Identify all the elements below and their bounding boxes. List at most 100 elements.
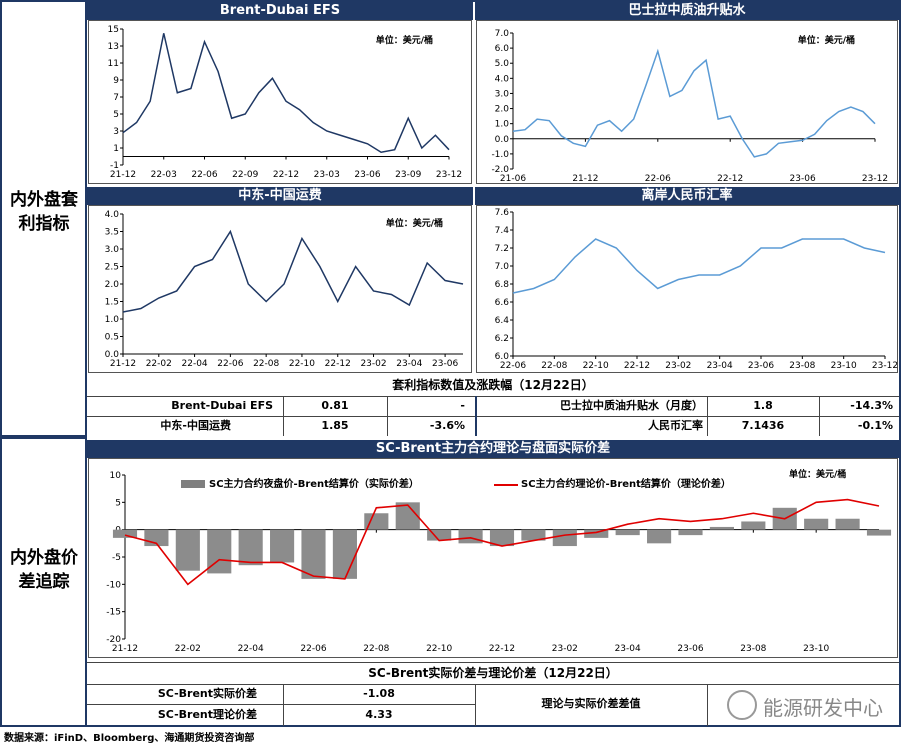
x-tick-label: 23-08 — [789, 361, 815, 371]
footer-source: 数据来源：iFinD、Bloomberg、海通期货投资咨询部 — [4, 733, 255, 744]
y-tick-label: 15 — [108, 25, 119, 35]
legend-line-label: SC主力合约理论价-Brent结算价（理论价差） — [521, 479, 731, 490]
y-tick-label: 6.8 — [495, 280, 510, 290]
bar — [521, 529, 546, 541]
y-tick-label: 7.6 — [495, 208, 510, 218]
bar — [458, 529, 483, 544]
bar — [552, 529, 577, 547]
y-tick-label: 6.6 — [495, 298, 510, 308]
y-tick-label: 2.5 — [105, 263, 119, 273]
chart1-panel: -1 1 3 5 7 9 11 13 15 21-12 22-03 22-06 22-09 22-12 23… — [88, 20, 472, 184]
chart5-svg: -20-15-10-5051021-1222-0222-0422-0622-08… — [106, 471, 892, 654]
bar — [112, 529, 138, 538]
t1-r2-c6: -0.1% — [857, 419, 893, 432]
t2-right-label: 理论与实际价差差值 — [541, 697, 641, 710]
y-tick-label: 7.4 — [495, 226, 510, 236]
t2-r2-value: 4.33 — [365, 708, 393, 721]
y-tick-label: -10 — [106, 580, 121, 590]
chart5-unit: 单位：美元/桶 — [789, 470, 847, 480]
y-tick-label: 13 — [108, 42, 119, 52]
bar — [647, 529, 672, 544]
table2: SC-Brent实际价差与理论价差（12月22日） SC-Brent实际价差 -… — [87, 662, 899, 726]
y-tick-label: 11 — [108, 59, 119, 69]
x-tick-label: 22-04 — [182, 359, 208, 369]
bar — [395, 502, 420, 530]
y-tick-label: 1.0 — [495, 120, 510, 130]
bar — [270, 529, 295, 563]
t1-r2-c3: -3.6% — [429, 419, 465, 432]
y-tick-label: 0.5 — [105, 333, 119, 343]
x-tick-label: 22-06 — [217, 359, 243, 369]
y-tick-label: 2.0 — [495, 105, 510, 115]
y-tick-label: -20 — [106, 635, 121, 645]
x-tick-label: 22-10 — [426, 644, 452, 654]
x-tick-label: 22-10 — [289, 359, 315, 369]
y-tick-label: 7.2 — [495, 244, 509, 254]
x-tick-label: 22-09 — [232, 170, 258, 180]
x-tick-label: 22-06 — [300, 644, 326, 654]
t1-r2-c4: 人民币汇率 — [648, 419, 703, 432]
x-tick-label: 22-06 — [191, 170, 217, 180]
x-tick-label: 23-02 — [360, 359, 386, 369]
x-tick-label: 22-12 — [273, 170, 299, 180]
y-tick-label: 6.0 — [495, 352, 510, 362]
bar — [866, 529, 892, 536]
content-frame — [85, 0, 901, 727]
x-tick-label: 23-02 — [665, 361, 691, 371]
chart1-title: Brent-Dubai EFS — [87, 2, 473, 20]
y-tick-label: -15 — [106, 608, 121, 618]
bar — [709, 526, 734, 530]
table2-title: SC-Brent实际价差与理论价差（12月22日） — [368, 666, 618, 680]
x-tick-label: 22-12 — [624, 361, 650, 371]
x-tick-label: 23-10 — [831, 361, 857, 371]
bar — [489, 529, 515, 547]
bar — [584, 529, 609, 538]
x-tick-label: 22-06 — [645, 174, 671, 184]
x-tick-label: 22-08 — [541, 361, 567, 371]
x-tick-label: 23-10 — [803, 644, 829, 654]
x-tick-label: 21-12 — [110, 359, 136, 369]
t1-r1-c3: - — [460, 399, 465, 412]
chart4-panel: 6.0 6.2 6.4 6.6 6.8 7.0 7.2 7.4 7.6 22-06 22-08 22-… — [476, 205, 898, 373]
y-tick-label: -2.0 — [491, 165, 509, 175]
t1-r1-c5: 1.8 — [753, 399, 773, 412]
x-tick-label: 22-08 — [363, 644, 389, 654]
y-tick-label: 2.0 — [105, 280, 120, 290]
series-line — [512, 48, 876, 158]
x-tick-label: 23-06 — [748, 361, 774, 371]
y-tick-label: 6.0 — [495, 44, 510, 54]
x-tick-label: 23-06 — [677, 644, 703, 654]
x-tick-label: 23-04 — [396, 359, 422, 369]
arb-section-label: 内外盘套利指标 — [10, 190, 78, 234]
x-tick-label: 23-04 — [707, 361, 733, 371]
y-tick-label: 7.0 — [495, 262, 510, 272]
x-tick-label: 23-03 — [314, 170, 340, 180]
chart2-svg: -2.0 -1.0 0.0 1.0 2.0 3.0 4.0 5.0 6.0 7.0 21-06 21-… — [491, 29, 888, 184]
x-tick-label: 22-08 — [253, 359, 279, 369]
chart5-panel: -20-15-10-5051021-1222-0222-0422-0622-08… — [88, 458, 898, 658]
chart3-panel: 0.0 0.5 1.0 1.5 2.0 2.5 3.0 3.5 4.0 21-12 22-02 22-… — [88, 205, 472, 373]
bar — [427, 529, 452, 541]
x-tick-label: 21-06 — [500, 174, 526, 184]
y-tick-label: 7 — [113, 93, 119, 103]
x-tick-label: 23-06 — [432, 359, 458, 369]
y-tick-label: -1 — [110, 161, 119, 171]
y-tick-label: -1.0 — [491, 150, 509, 160]
chart2-title: 巴士拉中质油升贴水 — [475, 2, 899, 20]
t1-r2-c5: 7.1436 — [741, 419, 785, 432]
legend-bar-swatch — [181, 480, 205, 488]
table1-title: 套利指标数值及涨跌幅（12月22日） — [392, 378, 594, 392]
t1-r2-c2: 1.85 — [321, 419, 349, 432]
y-tick-label: 3.0 — [495, 89, 510, 99]
y-tick-label: 1 — [113, 144, 119, 154]
chart2-unit: 单位：美元/桶 — [797, 36, 855, 46]
chart3-svg: 0.0 0.5 1.0 1.5 2.0 2.5 3.0 3.5 4.0 21-12 22-02 22-… — [105, 210, 464, 369]
t1-r1-c4: 巴士拉中质油升贴水（月度） — [560, 399, 703, 412]
y-tick-label: 1.5 — [105, 298, 119, 308]
x-tick-label: 23-12 — [872, 361, 898, 371]
bar — [364, 513, 389, 530]
x-tick-label: 21-12 — [572, 174, 598, 184]
y-tick-label: 10 — [110, 471, 122, 481]
x-tick-label: 22-12 — [717, 174, 743, 184]
bar — [175, 529, 200, 571]
